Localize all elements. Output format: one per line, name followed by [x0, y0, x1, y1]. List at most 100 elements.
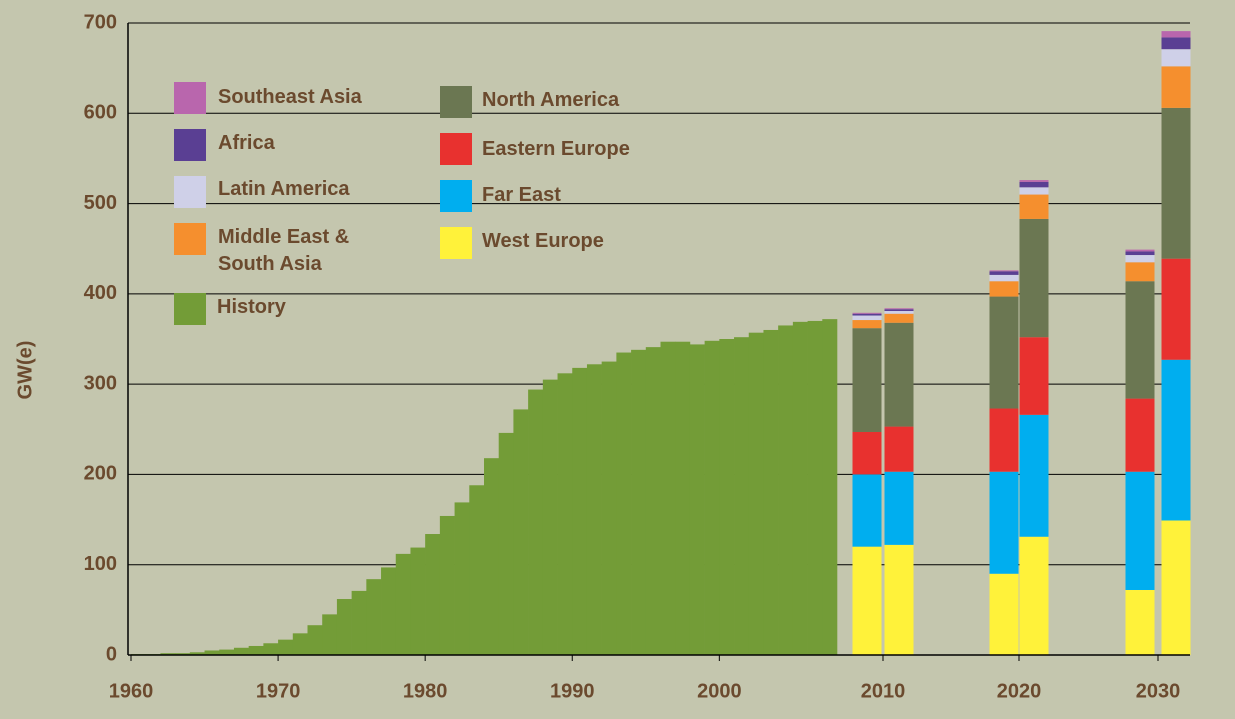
stack-segment: [989, 471, 1019, 574]
history-bar: [557, 373, 573, 655]
stack-segment: [1019, 218, 1049, 338]
x-tick-label: 2000: [697, 680, 742, 702]
stack-segment: [1019, 337, 1049, 415]
history-bar: [454, 502, 470, 655]
y-tick-label: 0: [106, 643, 117, 665]
legend-label: West Europe: [482, 230, 604, 252]
stack-segment: [1125, 398, 1155, 472]
legend-swatch: [174, 82, 206, 114]
history-bar: [689, 344, 705, 655]
stack-segment: [1161, 107, 1191, 259]
history-bar: [395, 553, 411, 655]
history-bar: [292, 633, 308, 655]
stack-segment: [1019, 536, 1049, 655]
stack-segment: [852, 320, 882, 329]
x-tick-label: 2030: [1136, 680, 1181, 702]
stack-segment: [1125, 471, 1155, 590]
history-bar: [322, 614, 338, 655]
y-tick-label: 600: [84, 102, 117, 124]
history-bar: [601, 361, 617, 655]
history-bar: [807, 320, 823, 655]
stack-segment: [852, 328, 882, 432]
history-bar: [410, 547, 426, 655]
stack-segment: [1125, 262, 1155, 282]
history-bar: [631, 349, 647, 655]
stack-segment: [852, 431, 882, 475]
stack-segment: [884, 322, 914, 427]
history-bar: [336, 599, 352, 655]
history-bar: [734, 337, 750, 655]
stack-segment: [1125, 255, 1155, 263]
stack-segment: [1161, 49, 1191, 67]
y-axis-label: GW(e): [14, 341, 36, 400]
x-tick-label: 2020: [997, 680, 1042, 702]
stack-segment: [989, 281, 1019, 297]
stack-segment: [1019, 414, 1049, 537]
stack-segment: [1161, 520, 1191, 655]
y-tick-label: 700: [84, 11, 117, 33]
stack-segment: [1019, 180, 1049, 182]
stack-segment: [1161, 31, 1191, 38]
stack-segment: [989, 408, 1019, 472]
stack-segment: [989, 270, 1019, 272]
history-bar: [822, 319, 838, 655]
stack-segment: [884, 309, 914, 312]
y-tick-label: 100: [84, 553, 117, 575]
history-bar: [366, 579, 382, 655]
history-bar: [469, 485, 485, 655]
legend-label: Middle East & South Asia: [218, 226, 350, 275]
history-bar: [484, 458, 500, 655]
stack-segment: [884, 311, 914, 314]
stack-segment: [852, 474, 882, 547]
stack-segment: [1125, 281, 1155, 399]
history-bar: [763, 329, 779, 655]
legend-label: Far East: [482, 184, 561, 206]
stack-segment: [884, 426, 914, 472]
x-tick-label: 2010: [861, 680, 906, 702]
stack-segment: [852, 312, 882, 314]
stack-segment: [852, 313, 882, 316]
y-tick-label: 500: [84, 192, 117, 214]
history-bar: [572, 367, 588, 655]
history-bar: [204, 650, 220, 655]
stack-segment: [1161, 359, 1191, 521]
x-tick-label: 1990: [550, 680, 595, 702]
y-tick-label: 300: [84, 372, 117, 394]
legend-label: Latin America: [218, 178, 350, 200]
legend-swatch: [440, 227, 472, 259]
stack-segment: [1161, 37, 1191, 50]
history-bar: [278, 639, 294, 655]
history-bar: [263, 643, 279, 655]
y-tick-label: 400: [84, 282, 117, 304]
history-bar: [439, 515, 455, 655]
legend-label: Africa: [218, 132, 275, 154]
history-bar: [498, 432, 514, 655]
stack-segment: [989, 271, 1019, 275]
stack-segment: [884, 471, 914, 545]
stack-segment: [1125, 589, 1155, 655]
stack-segment: [1161, 66, 1191, 108]
history-bar: [219, 649, 235, 655]
history-bar: [307, 625, 323, 655]
legend-label: North America: [482, 89, 620, 111]
history-bar: [425, 534, 441, 655]
history-bar: [513, 409, 529, 655]
legend-swatch: [174, 293, 206, 325]
legend-swatch: [174, 129, 206, 161]
stack-segment: [1161, 258, 1191, 360]
stack-segment: [1019, 187, 1049, 195]
history-bar: [248, 645, 264, 655]
history-bar: [616, 352, 632, 655]
history-bar: [778, 325, 794, 655]
y-tick-label: 200: [84, 463, 117, 485]
history-bar: [542, 379, 558, 655]
history-bar: [175, 653, 191, 655]
stack-segment: [989, 296, 1019, 409]
legend-swatch: [440, 133, 472, 165]
stack-segment: [884, 544, 914, 655]
legend-label: History: [217, 296, 286, 318]
history-bar: [704, 340, 720, 655]
history-bar: [233, 647, 249, 655]
